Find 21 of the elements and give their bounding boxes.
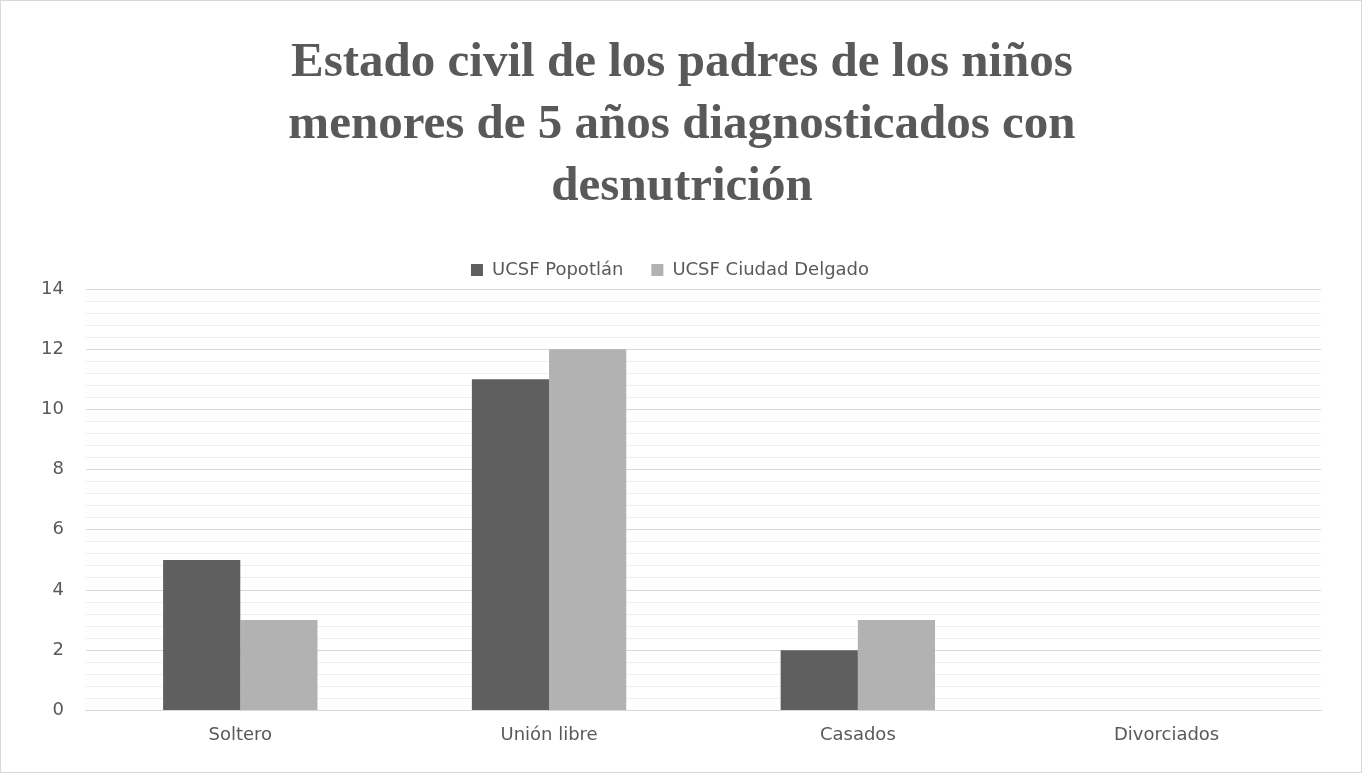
bar [471, 379, 550, 710]
x-tick-label: Divorciados [1113, 722, 1220, 744]
legend-label: UCSF Popotlán [491, 257, 624, 279]
bar [549, 349, 627, 710]
y-tick-label: 14 [41, 276, 64, 298]
y-tick-label: 4 [52, 577, 64, 599]
bar [240, 620, 318, 710]
chart-title: Estado civil de los padres de los niños menores de 5 años diagnosticados con desnutrición [287, 31, 1077, 213]
bar [857, 620, 936, 710]
x-tick-label: Casados [819, 722, 896, 744]
y-tick-label: 12 [41, 336, 64, 358]
bar [780, 650, 858, 710]
x-tick-label: Unión libre [500, 722, 598, 744]
y-tick-label: 2 [52, 637, 64, 659]
y-tick-label: 6 [52, 517, 64, 539]
x-tick-label: Soltero [208, 722, 273, 744]
y-tick-label: 0 [52, 698, 64, 720]
legend-label: UCSF Ciudad Delgado [672, 257, 870, 279]
y-tick-label: 10 [41, 397, 64, 419]
bar [163, 559, 241, 710]
y-tick-label: 8 [52, 457, 64, 479]
